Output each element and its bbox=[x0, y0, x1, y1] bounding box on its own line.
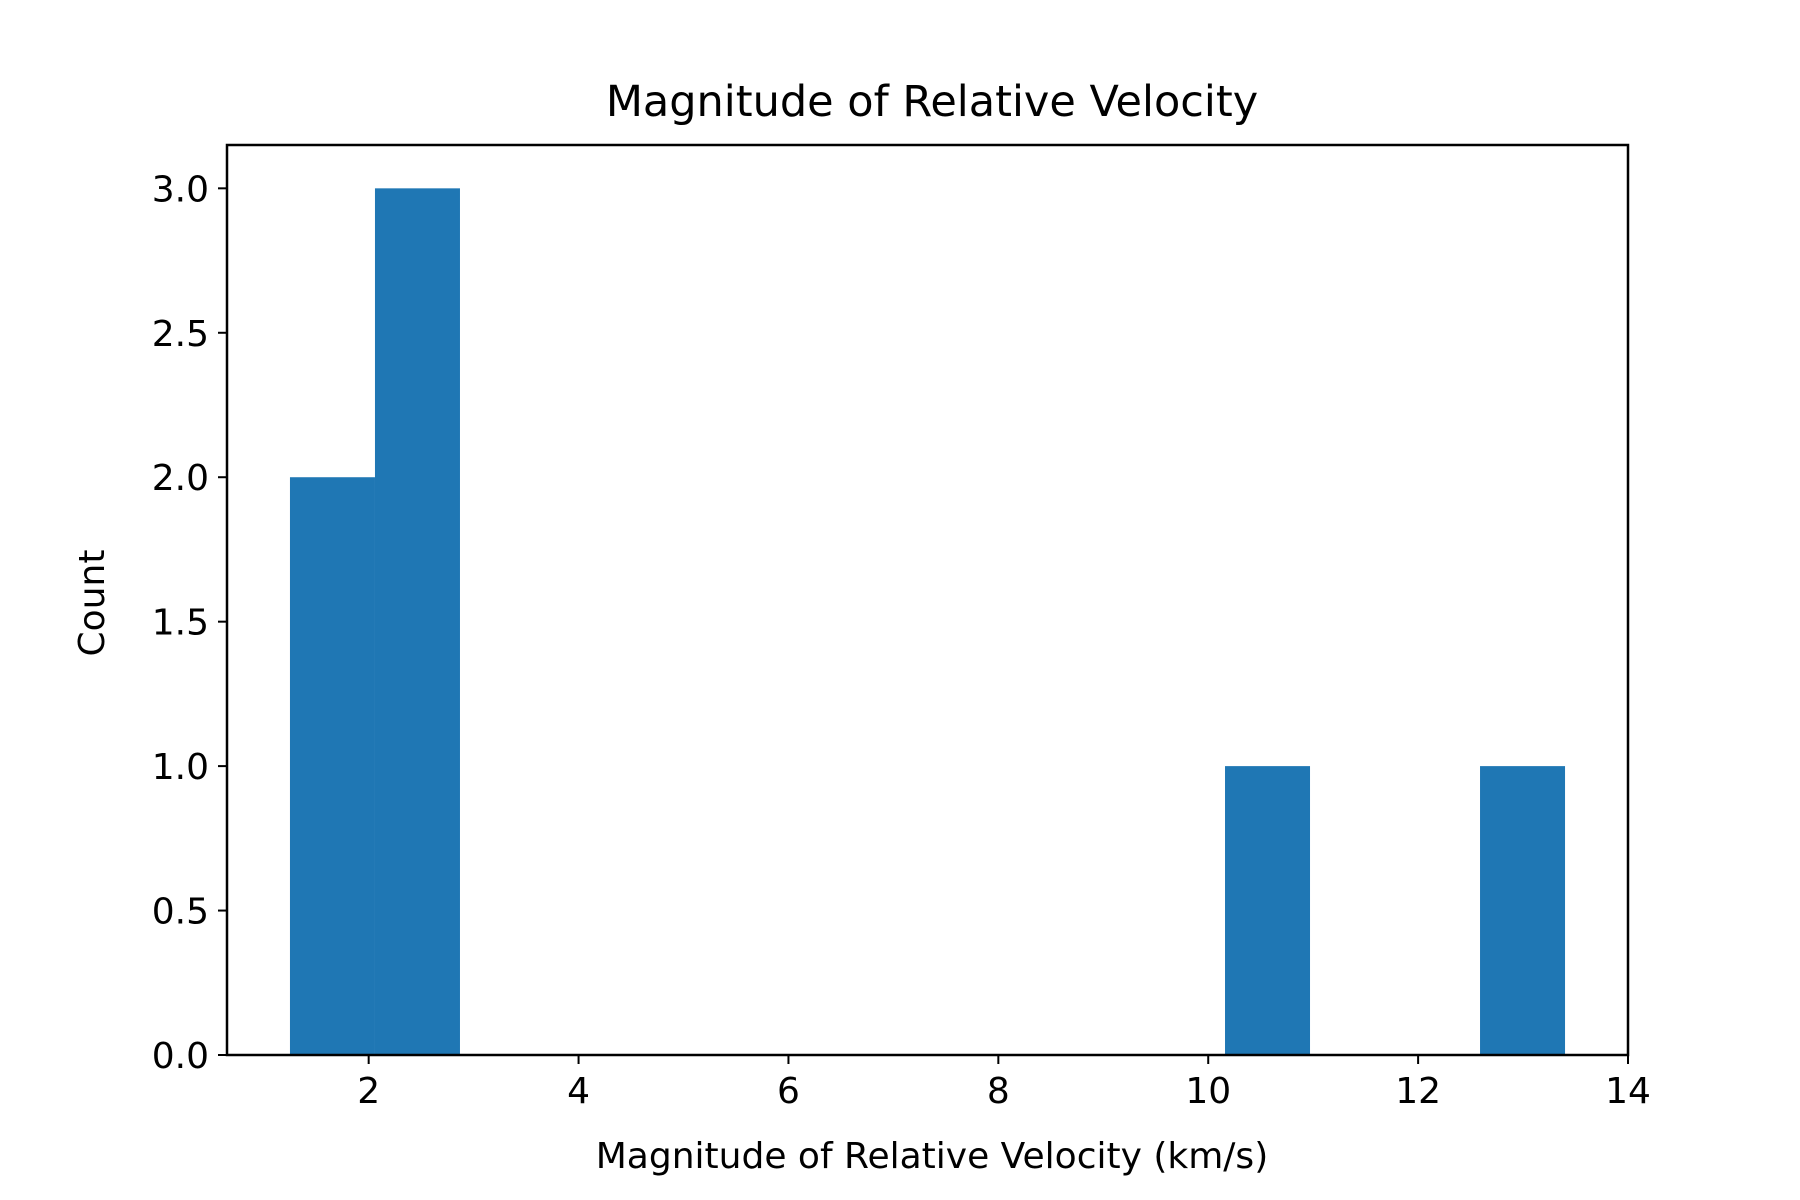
y-tick-label: 2.0 bbox=[152, 458, 209, 499]
x-tick-label: 2 bbox=[357, 1071, 380, 1112]
y-tick-label: 2.5 bbox=[152, 314, 209, 355]
x-tick-label: 6 bbox=[777, 1071, 800, 1112]
histogram-bar bbox=[289, 477, 375, 1055]
y-axis-ticks: 0.0 0.5 1.0 1.5 2.0 2.5 3.0 bbox=[152, 169, 227, 1077]
histogram-bar bbox=[1225, 766, 1311, 1055]
histogram-bar bbox=[1480, 766, 1566, 1055]
y-tick-label: 3.0 bbox=[152, 169, 209, 210]
plot-frame bbox=[225, 143, 1630, 1057]
y-tick-label: 1.5 bbox=[152, 603, 209, 644]
x-tick-label: 4 bbox=[567, 1071, 590, 1112]
histogram-bar bbox=[374, 188, 460, 1056]
y-tick-label: 0.0 bbox=[152, 1036, 209, 1077]
x-axis-label: Magnitude of Relative Velocity (km/s) bbox=[596, 1136, 1269, 1177]
x-tick-label: 8 bbox=[987, 1071, 1010, 1112]
chart-title: Magnitude of Relative Velocity bbox=[606, 77, 1258, 127]
y-tick-label: 1.0 bbox=[152, 747, 209, 788]
x-tick-label: 12 bbox=[1395, 1071, 1441, 1112]
bars-group bbox=[289, 188, 1566, 1056]
x-tick-label: 10 bbox=[1185, 1071, 1231, 1112]
x-tick-label: 14 bbox=[1605, 1071, 1651, 1112]
y-axis-label: Count bbox=[72, 550, 113, 657]
x-axis-ticks: 2 4 6 8 10 12 14 bbox=[357, 1055, 1651, 1112]
y-tick-label: 0.5 bbox=[152, 892, 209, 933]
